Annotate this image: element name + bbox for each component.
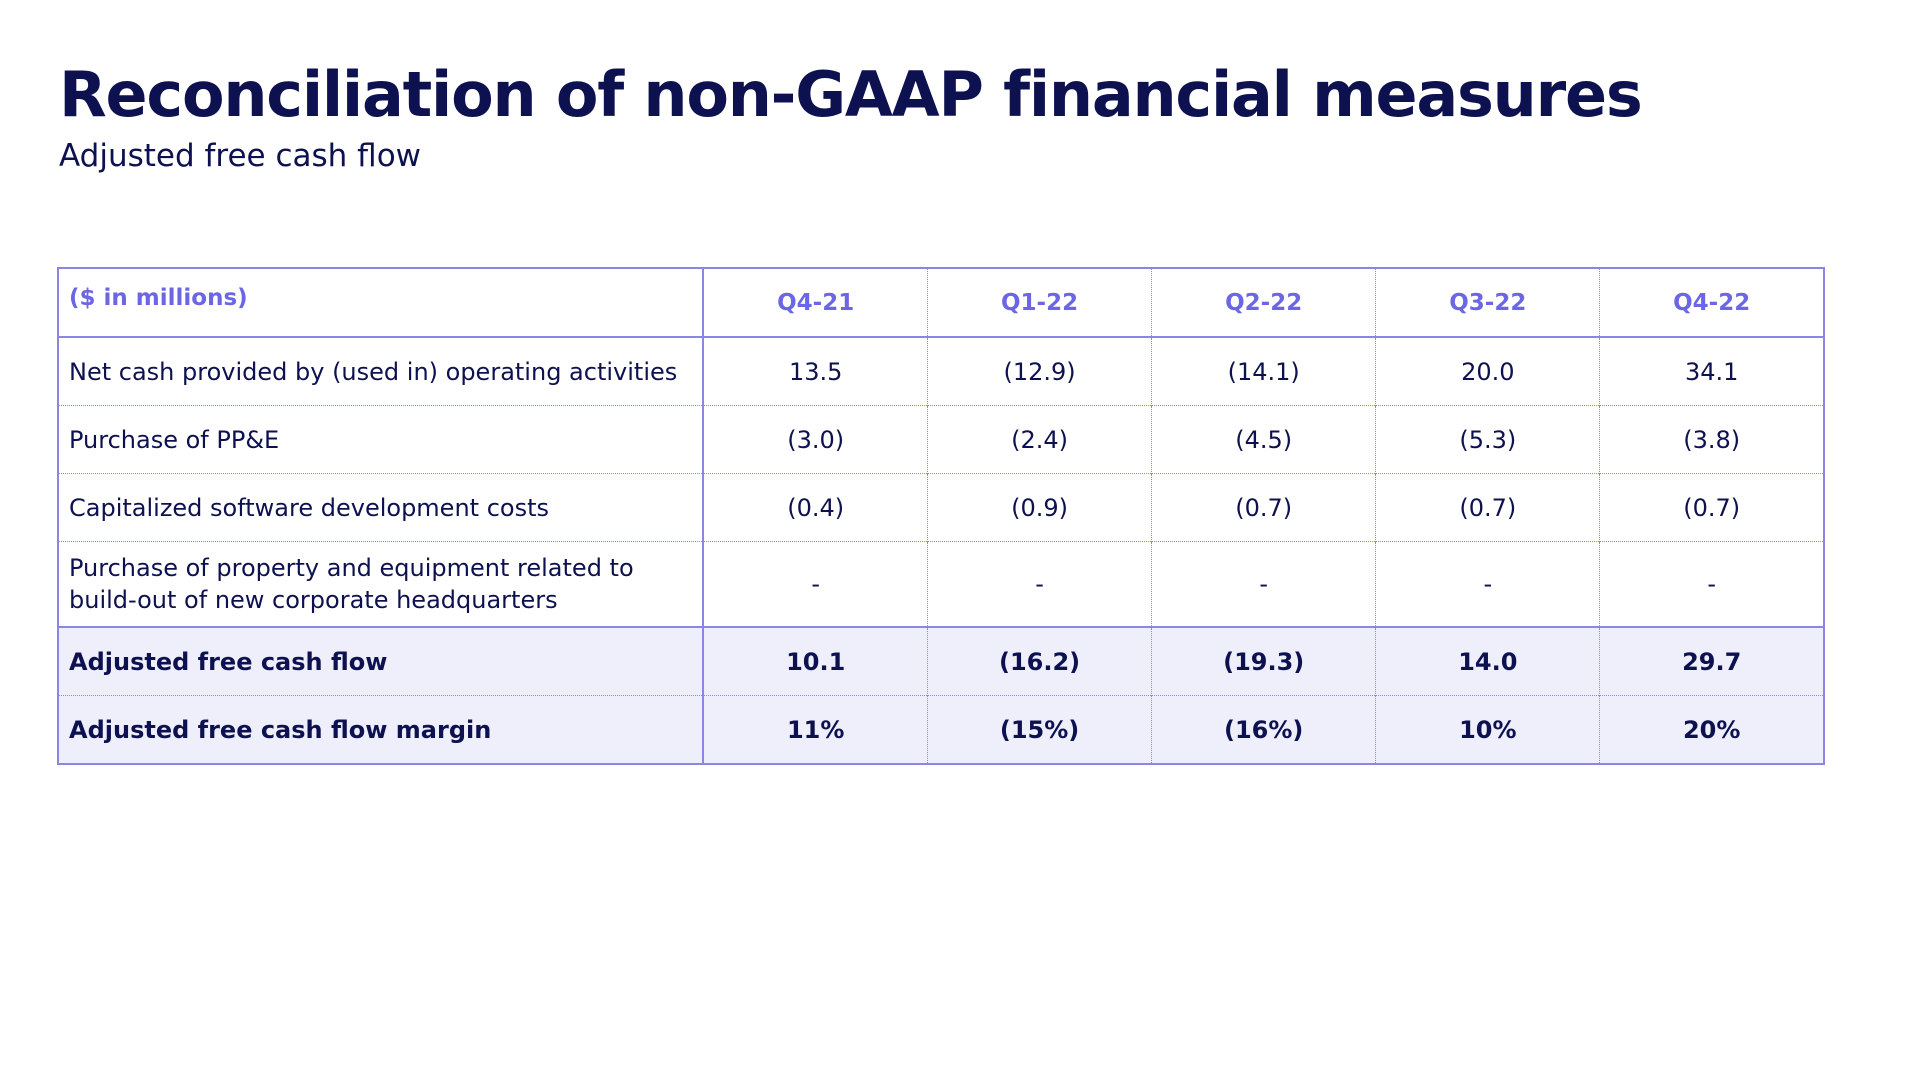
- table-row-adjusted-fcf: Adjusted free cash flow 10.1 (16.2) (19.…: [58, 626, 1824, 696]
- reconciliation-table: ($ in millions) Q4-21 Q1-22 Q2-22 Q3-22 …: [57, 267, 1825, 765]
- cell-value: (15%): [926, 695, 1152, 764]
- cell-value: 13.5: [702, 336, 928, 406]
- column-header-q2-22: Q2-22: [1151, 268, 1376, 338]
- cell-value: (0.4): [702, 473, 928, 542]
- page-title: Reconciliation of non-GAAP financial mea…: [59, 58, 1643, 131]
- table-row-adjusted-fcf-margin: Adjusted free cash flow margin 11% (15%)…: [58, 695, 1824, 764]
- cell-value: (16%): [1151, 695, 1376, 764]
- column-header-q1-22: Q1-22: [926, 268, 1152, 338]
- cell-value: 14.0: [1375, 626, 1600, 696]
- cell-value: (4.5): [1151, 405, 1376, 474]
- unit-header: ($ in millions): [58, 268, 705, 338]
- column-header-q4-21: Q4-21: [702, 268, 928, 338]
- table-row-operating-cash: Net cash provided by (used in) operating…: [58, 336, 1824, 406]
- cell-value: 29.7: [1599, 626, 1824, 696]
- table-row-purchase-ppe: Purchase of PP&E (3.0) (2.4) (4.5) (5.3)…: [58, 405, 1824, 474]
- cell-value: (0.9): [926, 473, 1152, 542]
- table-row-headquarters: Purchase of property and equipment relat…: [58, 541, 1824, 627]
- cell-value: (0.7): [1599, 473, 1824, 542]
- page-subtitle: Adjusted free cash flow: [59, 138, 422, 174]
- row-label: Capitalized software development costs: [58, 473, 705, 542]
- cell-value: (2.4): [926, 405, 1152, 474]
- cell-value: -: [1599, 541, 1824, 627]
- cell-value: (3.0): [702, 405, 928, 474]
- cell-value: 11%: [702, 695, 928, 764]
- cell-value: (5.3): [1375, 405, 1600, 474]
- row-label: Purchase of property and equipment relat…: [58, 541, 705, 627]
- cell-value: -: [702, 541, 928, 627]
- row-label: Adjusted free cash flow margin: [58, 695, 705, 764]
- column-header-q3-22: Q3-22: [1375, 268, 1600, 338]
- cell-value: (0.7): [1151, 473, 1376, 542]
- cell-value: -: [926, 541, 1152, 627]
- cell-value: (0.7): [1375, 473, 1600, 542]
- row-label: Purchase of PP&E: [58, 405, 705, 474]
- table-header-row: ($ in millions) Q4-21 Q1-22 Q2-22 Q3-22 …: [58, 268, 1824, 338]
- cell-value: (3.8): [1599, 405, 1824, 474]
- column-header-q4-22: Q4-22: [1599, 268, 1824, 338]
- cell-value: (12.9): [926, 336, 1152, 406]
- row-label: Adjusted free cash flow: [58, 626, 705, 696]
- table-row-capitalized-software: Capitalized software development costs (…: [58, 473, 1824, 542]
- cell-value: (19.3): [1151, 626, 1376, 696]
- cell-value: -: [1151, 541, 1376, 627]
- cell-value: 10%: [1375, 695, 1600, 764]
- cell-value: (14.1): [1151, 336, 1376, 406]
- cell-value: -: [1375, 541, 1600, 627]
- cell-value: 20%: [1599, 695, 1824, 764]
- cell-value: 34.1: [1599, 336, 1824, 406]
- cell-value: 10.1: [702, 626, 928, 696]
- row-label: Net cash provided by (used in) operating…: [58, 336, 705, 406]
- cell-value: (16.2): [926, 626, 1152, 696]
- cell-value: 20.0: [1375, 336, 1600, 406]
